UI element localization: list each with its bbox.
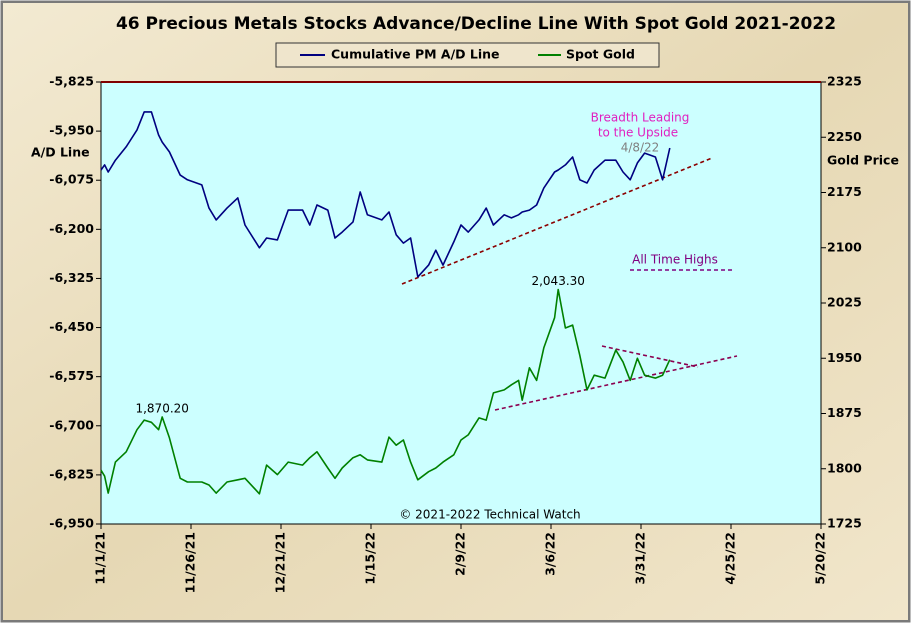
series-line [100, 111, 671, 278]
trendline [601, 345, 699, 368]
x-tick-label: 3/31/22 [633, 532, 648, 585]
x-tick-label: 3/6/22 [543, 532, 558, 576]
x-tick-label: 11/1/21 [93, 532, 108, 585]
y-tick-label: -6,075 [49, 172, 94, 187]
y-tick-label: -6,325 [49, 270, 94, 285]
trendlines [401, 157, 738, 411]
x-tick-label: 12/21/21 [273, 532, 288, 593]
annotation: Breadth Leading [591, 111, 690, 125]
chart-title: 46 Precious Metals Stocks Advance/Declin… [116, 14, 836, 34]
plot-area [100, 81, 822, 525]
y-tick-label: -6,950 [49, 516, 94, 531]
y-tick-label: -5,950 [49, 123, 94, 138]
y2-tick-label: 1875 [827, 405, 862, 420]
y2-tick-label: 1725 [827, 516, 862, 531]
x-tick-label: 11/26/21 [183, 532, 198, 593]
x-tick-label: 2/9/22 [453, 532, 468, 576]
y2-axis-label: Gold Price [827, 153, 899, 168]
annotation: to the Upside [598, 126, 678, 140]
trendline [494, 355, 738, 411]
y2-tick-label: 1800 [827, 460, 862, 475]
annotation: 4/8/22 [621, 141, 660, 155]
data-label: 2,043.30 [531, 274, 584, 288]
y-tick-label: -6,825 [49, 466, 94, 481]
y2-tick-label: 2100 [827, 239, 862, 254]
y2-tick-label: 2250 [827, 129, 862, 144]
data-label: 1,870.20 [135, 402, 188, 416]
y2-tick-label: 2325 [827, 74, 862, 89]
series-line [100, 288, 671, 495]
y-tick-label: -6,450 [49, 319, 94, 334]
y-tick-label: -6,575 [49, 368, 94, 383]
y2-tick-label: 1950 [827, 350, 862, 365]
x-tick-label: 5/20/22 [813, 532, 828, 585]
x-tick-label: 4/25/22 [723, 532, 738, 585]
y-tick-label: -6,700 [49, 417, 94, 432]
y-axis-label: A/D Line [31, 145, 90, 160]
legend-label: Spot Gold [566, 47, 635, 62]
y2-tick-label: 2175 [827, 184, 862, 199]
legend-label: Cumulative PM A/D Line [331, 47, 500, 62]
annotation: All Time Highs [632, 253, 718, 267]
x-tick-label: 1/15/22 [363, 532, 378, 585]
legend-box [275, 42, 660, 68]
y-tick-label: -5,825 [49, 74, 94, 89]
y-tick-label: -6,200 [49, 221, 94, 236]
credit: © 2021-2022 Technical Watch [399, 508, 580, 522]
y2-tick-label: 2025 [827, 295, 862, 310]
